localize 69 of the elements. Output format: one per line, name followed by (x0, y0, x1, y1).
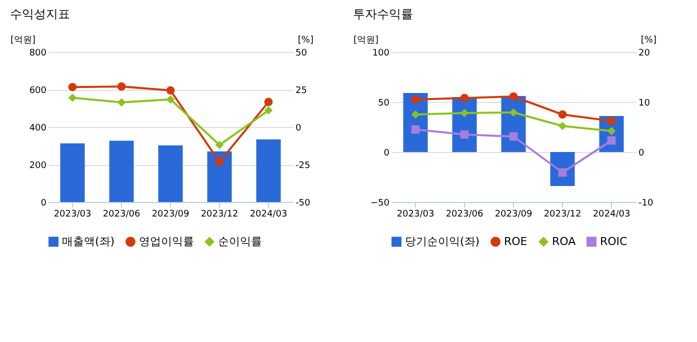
chart-title: 투자수익률 (353, 7, 413, 21)
point (607, 136, 616, 145)
x-tick-label: 2023/06 (102, 210, 140, 220)
y2-tick-label: 10 (638, 98, 650, 108)
x-tick-label: 2023/09 (152, 210, 190, 220)
y-tick-label: 800 (29, 48, 47, 58)
point (264, 106, 273, 115)
point (411, 95, 420, 104)
y-tick-label: 200 (29, 161, 47, 171)
point (558, 110, 567, 119)
x-tick-label: 2023/06 (446, 210, 484, 220)
bar (158, 145, 183, 202)
point (68, 94, 77, 102)
y2-axis-title: [%] (640, 36, 656, 46)
y2-tick-label: -25 (296, 161, 310, 171)
x-tick-label: 2023/09 (494, 210, 532, 220)
legend-label: ROIC (600, 234, 628, 248)
y-tick-label: 50 (378, 98, 390, 108)
y2-tick-label: -50 (296, 198, 310, 208)
y-tick-label: −50 (370, 198, 390, 208)
y2-tick-label: 20 (638, 48, 650, 58)
x-tick-label: 2023/12 (544, 210, 582, 220)
x-tick-label: 2024/03 (592, 210, 630, 220)
legend-label: 순이익률 (218, 234, 262, 248)
y-tick-label: 0 (384, 148, 390, 158)
legend-label: 영업이익률 (139, 234, 194, 248)
point (558, 122, 567, 130)
y-tick-label: 100 (372, 48, 390, 58)
point (166, 86, 175, 95)
legend-label: 매출액(좌) (62, 234, 115, 248)
x-tick-label: 2023/03 (396, 210, 434, 220)
y-tick-label: 0 (40, 198, 47, 208)
x-tick-label: 2023/03 (54, 210, 92, 220)
point (509, 132, 518, 141)
point (117, 82, 126, 91)
bar (256, 139, 281, 202)
y-axis-title: [억원] (354, 36, 379, 46)
y2-tick-label: -10 (638, 198, 654, 208)
point (117, 98, 126, 107)
point (68, 82, 77, 92)
y2-tick-label: 50 (296, 48, 308, 58)
legend-label: ROE (504, 234, 528, 248)
point (264, 98, 273, 106)
point (215, 140, 224, 150)
y-axis-title: [억원] (10, 36, 36, 46)
point (607, 116, 616, 126)
bar (60, 143, 85, 202)
point (411, 110, 420, 119)
point (509, 92, 518, 101)
point (166, 95, 175, 104)
legend-label: ROA (552, 234, 576, 248)
point (215, 158, 224, 166)
bar (109, 140, 134, 202)
y2-tick-label: 25 (296, 86, 307, 96)
point (460, 130, 469, 139)
bar (207, 151, 232, 202)
x-tick-label: 2023/12 (200, 210, 238, 220)
y-tick-label: 400 (29, 124, 47, 134)
x-tick-label: 2024/03 (250, 210, 288, 220)
y-tick-label: 600 (29, 86, 47, 96)
chart-title: 수익성지표 (10, 7, 70, 21)
y2-tick-label: 0 (296, 124, 302, 134)
legend-label: 당기순이익(좌) (405, 234, 480, 248)
y2-tick-label: 0 (638, 148, 644, 158)
point (460, 108, 469, 118)
point (411, 125, 420, 134)
point (460, 94, 469, 102)
y2-axis-title: [%] (298, 36, 314, 46)
point (509, 108, 518, 117)
